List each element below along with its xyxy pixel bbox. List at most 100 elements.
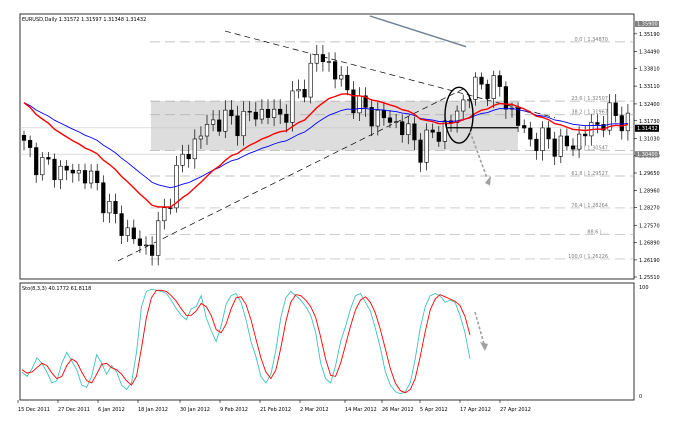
candle-body [40,157,45,176]
candle-body [473,76,478,100]
candle-body [375,109,380,127]
candle-body [607,102,612,131]
projection-arrow-head [485,175,491,186]
y-tick-label: 1.25510 [639,275,660,281]
candle-body [241,111,246,137]
oscillator-arrow-head [480,342,488,351]
fib-level-label: 0.0 | 1.34870 [575,37,609,43]
candle-body [400,121,405,136]
candle-body [418,139,423,163]
candle-body [278,108,283,115]
x-tick-label: 9 Feb 2012 [220,407,248,413]
stochastic-signal-line [21,289,471,394]
candle-body [119,213,124,236]
candle-body [583,133,588,137]
marked-price-tag-bg [635,151,659,158]
candle-body [326,61,332,63]
y-tick-label: 1.31030 [639,136,660,142]
candle-body [406,123,411,136]
candle-body [168,207,173,209]
support-trendline [117,87,467,262]
main-chart-frame [19,13,635,280]
candle-body [113,201,118,214]
candle-body [156,220,161,256]
candle-body [345,74,350,91]
y-tick-label: 1.32400 [639,102,660,108]
candle-body [150,244,155,256]
y-tick-label: 1.35190 [639,32,660,38]
candle-body [534,138,539,151]
current-price-tag: 1.31432 [637,126,658,132]
highlight-ellipse [444,86,474,144]
candle-body [27,140,33,148]
stochastic-main-line [21,288,471,395]
candle-body [522,125,527,129]
candle-body [162,207,167,222]
candle-body [137,238,143,246]
candle-body [552,138,557,157]
candle-body [271,108,277,118]
candle-body [528,127,533,140]
candle-body [564,135,569,147]
candle-body [369,107,374,127]
candle-body [546,127,551,140]
candle-body [479,76,484,85]
y-tick-label: 1.34490 [639,49,660,55]
x-tick-label: 21 Feb 2012 [260,407,291,413]
candle-body [491,75,496,99]
candle-body [515,107,521,126]
candle-body [302,89,307,98]
oscillator-arrow-line [474,311,485,345]
candle-body [211,119,216,125]
y-tick-label: 1.33110 [639,84,660,90]
x-tick-label: 18 Jan 2012 [138,407,168,413]
candle-body [357,95,362,114]
candle-body [485,83,490,99]
candle-body [204,124,210,137]
candle-body [186,153,191,160]
candle-body [387,117,393,123]
candle-body [625,112,630,132]
fib-level-label: 76.4 | 1.28264 [571,203,608,209]
candle-body [503,86,509,110]
candle-body [107,201,112,214]
y-tick-label: 1.28270 [639,206,660,212]
y-tick-label: 1.29650 [639,171,660,177]
candle-body [570,145,576,150]
candle-body [198,135,204,140]
top-price-tag: 1.35900 [637,22,658,28]
y-tick-label: 1.26190 [639,258,660,264]
candle-body [131,227,136,240]
candle-body [259,109,265,120]
candle-body [217,119,222,132]
candle-body [89,170,94,184]
candle-body [576,133,582,150]
candle-body [339,74,344,80]
x-tick-label: 5 Apr 2012 [420,407,448,413]
candle-body [613,102,618,116]
marked-price-tag: 1.30400 [637,152,658,158]
x-tick-label: 27 Apr 2012 [500,407,531,413]
candle-body [101,182,106,214]
candle-body [424,129,429,163]
oscillator-header: Sto(8,3,3) 40.1772 61.8118 [22,286,91,292]
fib-level-label: 50.0 | 1.30547 [571,145,608,151]
projection-arrow-line [469,131,488,179]
osc-y-tick-label: 0 [639,394,642,400]
candle-body [95,170,100,184]
top-price-tag-bg [635,21,659,27]
candle-body [320,54,326,63]
candle-body [229,109,234,117]
fib-level-label: 38.2 | 1.31967 [571,110,608,116]
candle-body [247,111,252,113]
candle-body [253,111,258,120]
candle-body [601,124,606,131]
fib-level-label: 61.8 | 1.29527 [571,171,608,177]
candle-body [46,157,51,160]
candle-body [52,158,57,181]
y-tick-label: 1.28960 [639,188,660,194]
main-chart-header: EURUSD,Daily 1.31572 1.31597 1.31348 1.3… [22,17,146,23]
